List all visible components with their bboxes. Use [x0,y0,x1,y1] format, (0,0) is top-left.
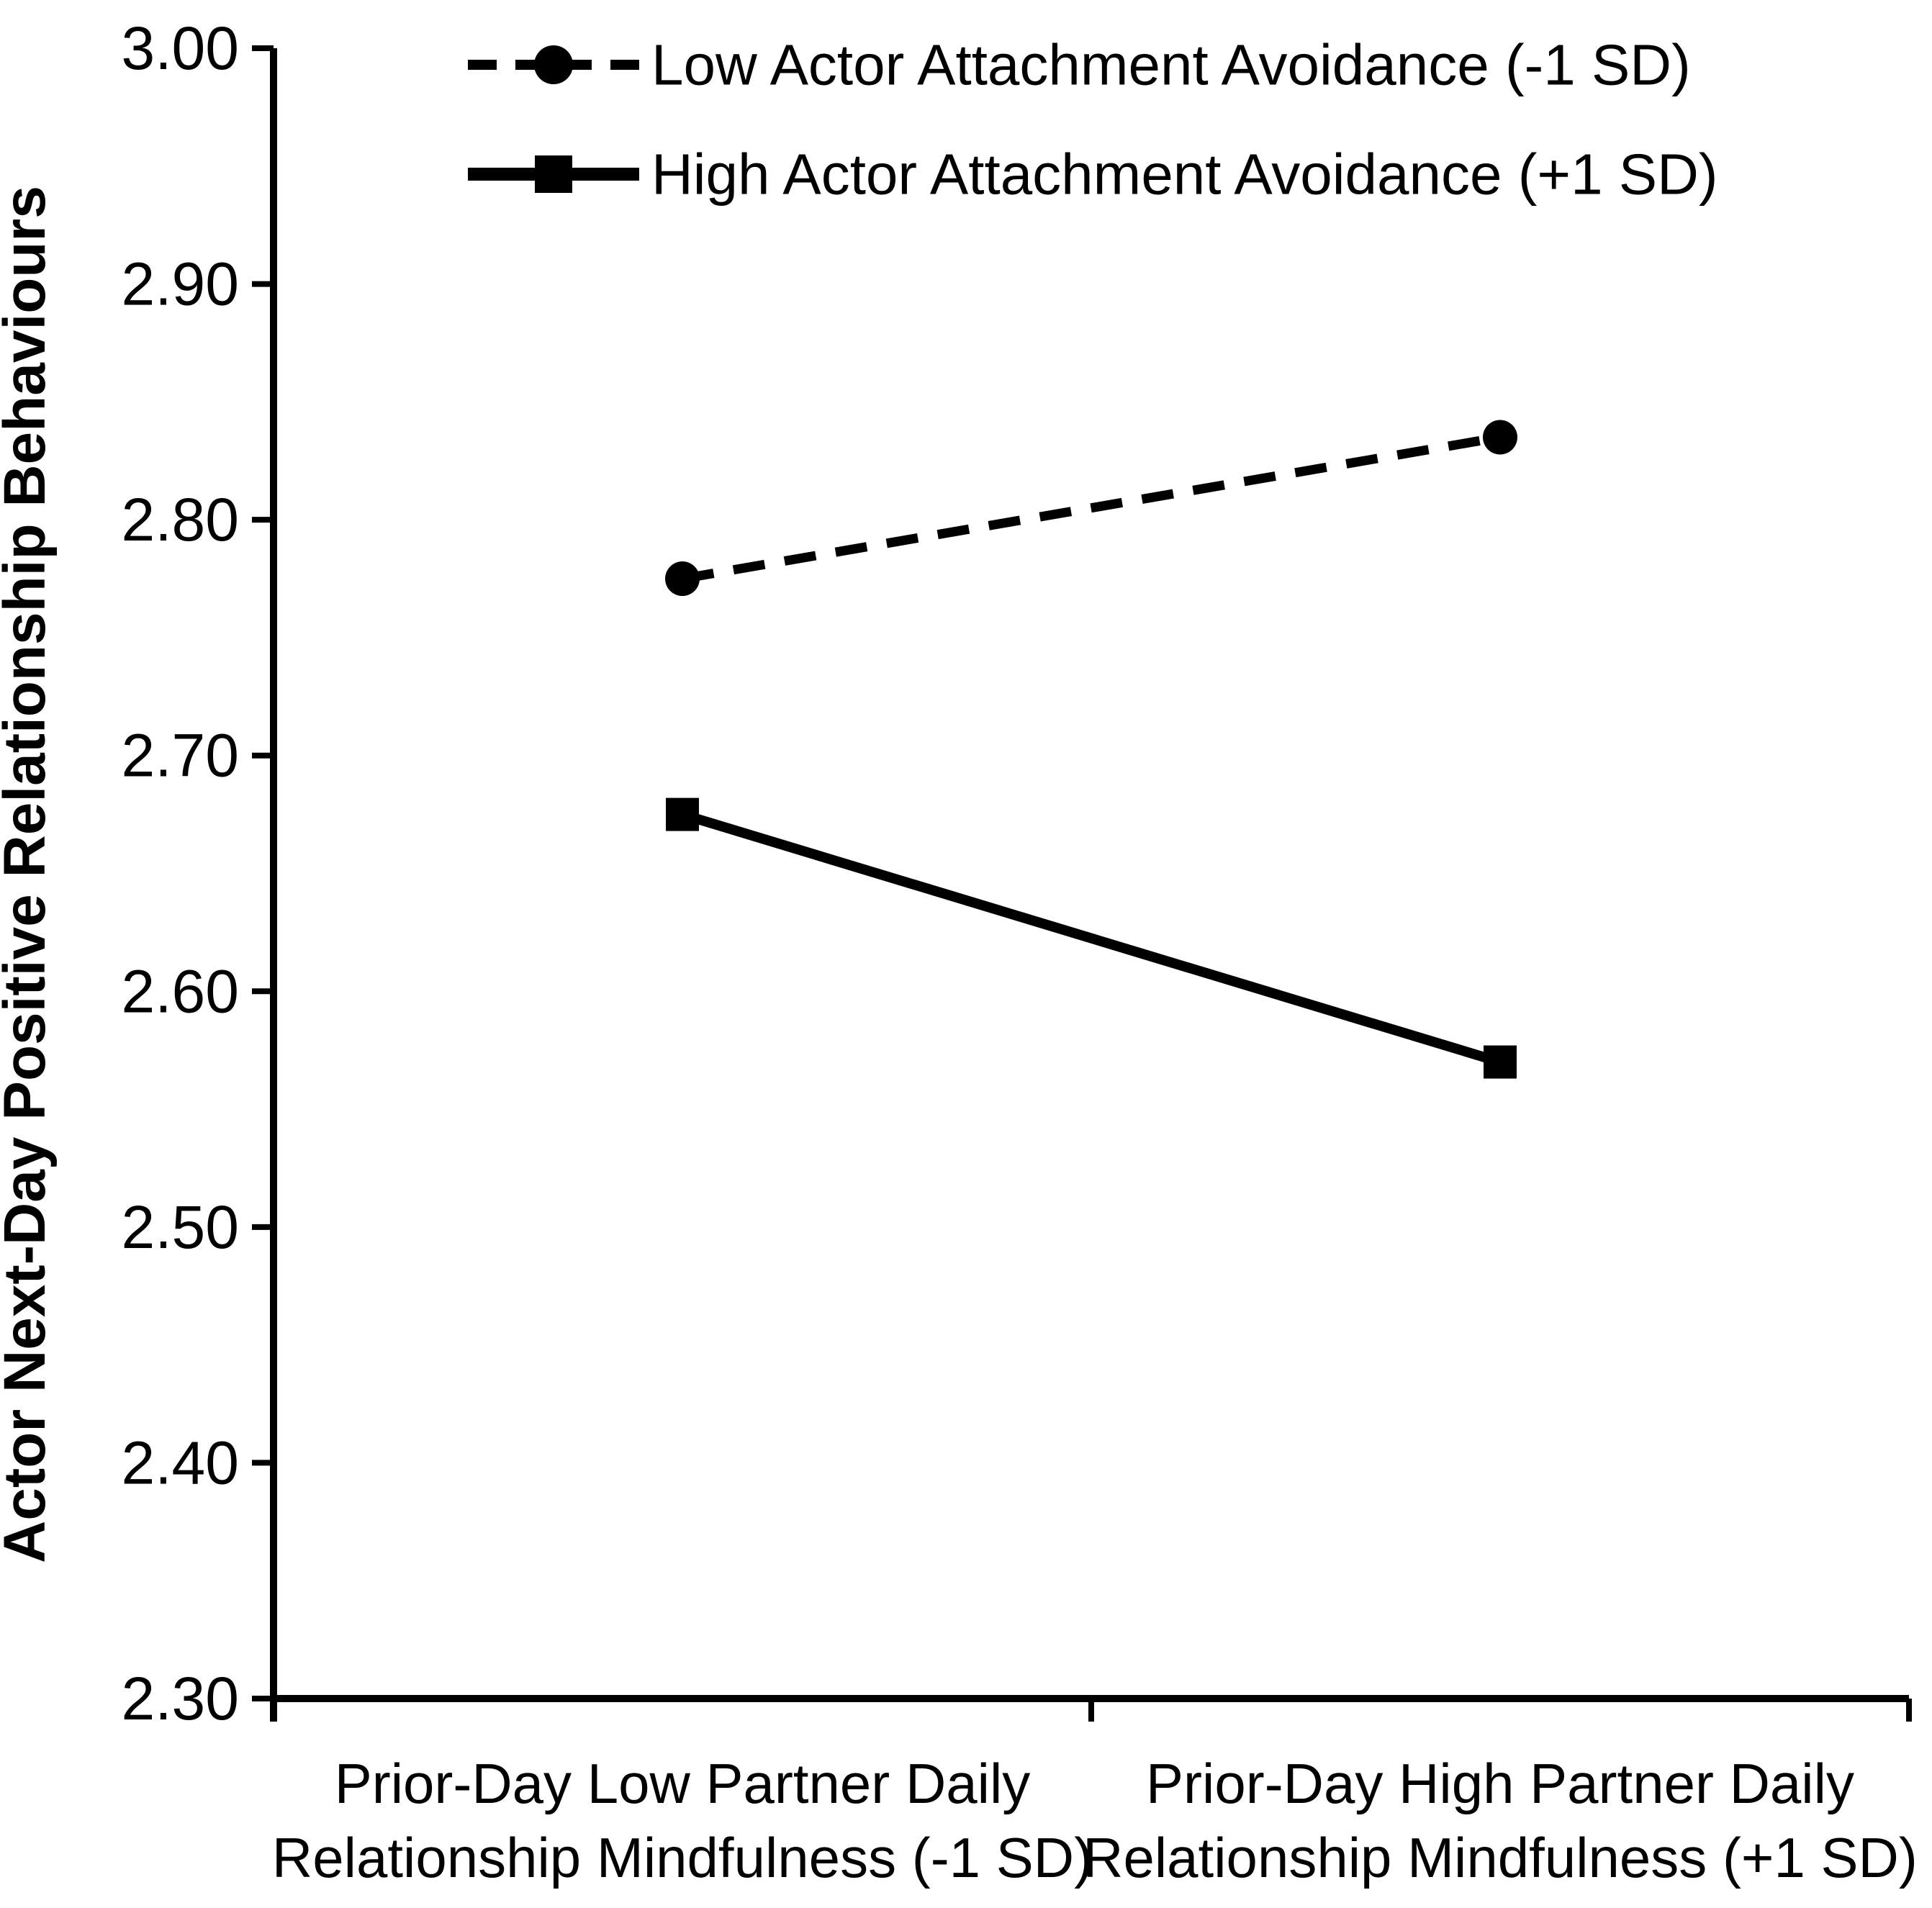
y-tick-label: 3.00 [122,14,240,82]
legend-label-high: High Actor Attachment Avoidance (+1 SD) [651,143,1718,207]
y-tick-label: 2.90 [122,250,240,318]
legend-marker-low [468,45,639,84]
legend-marker-high [468,155,639,193]
series-high-avoidance [666,797,1517,1079]
y-tick-label: 2.80 [122,486,240,553]
y-tick-label: 2.70 [122,722,240,790]
square-marker [535,155,572,193]
y-axis-title: Actor Next-Day Positive Relationship Beh… [0,186,58,1563]
x-category-labels: Prior-Day Low Partner Daily Relationship … [272,1752,1918,1889]
x-category-label: Relationship Mindfulness (+1 SD) [1083,1826,1918,1889]
y-tick-labels: 3.00 2.90 2.80 2.70 2.60 2.50 2.40 2.30 [122,14,240,1732]
x-category-label: Prior-Day Low Partner Daily [335,1752,1031,1815]
series-line [681,433,1502,584]
y-tick-label: 2.50 [122,1193,240,1261]
circle-marker [665,561,700,597]
circle-marker [1483,420,1517,455]
y-tick-label: 2.40 [122,1429,240,1496]
series-line [680,809,1502,1067]
y-tick-label: 2.30 [122,1665,240,1732]
square-marker [666,797,699,831]
legend-label-low: Low Actor Attachment Avoidance (-1 SD) [651,33,1691,97]
data-series [665,420,1517,1079]
circle-marker [534,45,573,84]
axes [252,45,1912,1722]
x-category-label: Relationship Mindfulness (-1 SD) [272,1826,1093,1889]
legend: Low Actor Attachment Avoidance (-1 SD) H… [468,33,1718,207]
x-category-label: Prior-Day High Partner Daily [1146,1752,1854,1815]
y-tick-label: 2.60 [122,957,240,1025]
square-marker [1484,1045,1517,1079]
series-low-avoidance [665,420,1517,597]
